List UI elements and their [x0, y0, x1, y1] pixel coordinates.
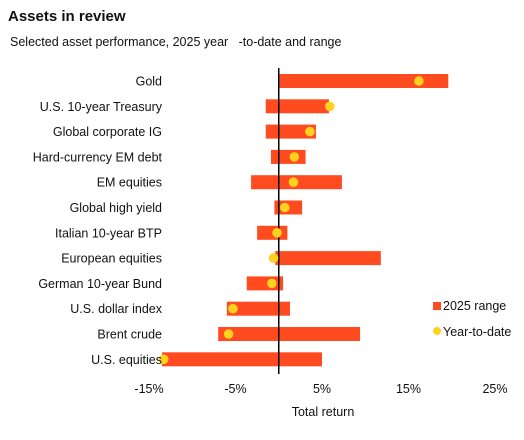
category-label: U.S. 10-year Treasury — [40, 100, 163, 114]
ytd-point — [267, 278, 277, 289]
legend-ytd-label: Year-to-date — [443, 325, 511, 339]
ytd-point — [305, 126, 315, 137]
range-bar — [161, 352, 322, 367]
legend-ytd-swatch — [433, 327, 441, 335]
x-tick-label: 25% — [482, 382, 507, 396]
x-tick-label: -5% — [224, 382, 246, 396]
category-label: Hard-currency EM debt — [33, 150, 163, 164]
legend-range-label: 2025 range — [443, 299, 506, 313]
category-label: U.S. equities — [91, 353, 162, 367]
x-tick-label: 15% — [396, 382, 421, 396]
ytd-point — [289, 152, 300, 162]
category-label: Gold — [136, 75, 162, 89]
category-label: Global corporate IG — [53, 125, 162, 139]
legend-range-swatch — [433, 302, 441, 310]
range-bar — [279, 74, 449, 88]
category-label: German 10-year Bund — [38, 277, 162, 291]
x-axis-title: Total return — [292, 405, 355, 419]
range-bar — [246, 276, 284, 291]
x-tick-label: 5% — [313, 382, 331, 396]
range-bar — [226, 301, 290, 316]
ytd-point — [272, 228, 282, 238]
ytd-point — [414, 76, 424, 86]
category-label: European equities — [61, 252, 162, 266]
range-bar — [265, 99, 329, 114]
ytd-point — [280, 202, 290, 213]
category-label: Italian 10-year BTP — [55, 226, 162, 240]
ytd-point — [288, 177, 299, 187]
ytd-point — [268, 253, 279, 263]
category-label: U.S. dollar index — [70, 302, 162, 316]
chart-subtitle: Selected asset performance, 2025 year -t… — [10, 35, 342, 49]
ytd-point — [223, 329, 234, 339]
category-label: Global high yield — [70, 201, 162, 215]
x-tick-label: -15% — [134, 382, 163, 396]
ytd-point — [158, 354, 169, 365]
range-bar — [218, 327, 361, 341]
category-label: EM equities — [97, 176, 162, 190]
range-bar — [275, 251, 381, 266]
range-bar — [270, 149, 306, 164]
chart-title: Assets in review — [8, 8, 126, 25]
category-label: Brent crude — [97, 328, 162, 342]
ytd-point — [228, 303, 238, 314]
ytd-point — [324, 101, 335, 112]
